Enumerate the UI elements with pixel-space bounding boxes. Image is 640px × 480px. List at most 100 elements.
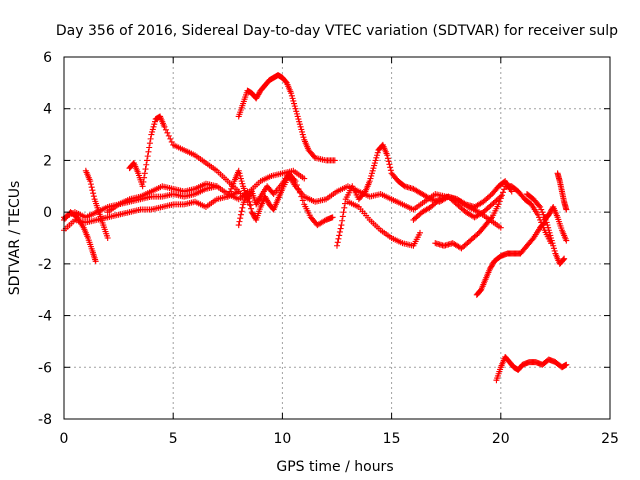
- data-point: [151, 121, 158, 128]
- x-tick-label: 25: [601, 431, 619, 447]
- data-point: [549, 240, 556, 247]
- data-point: [90, 193, 97, 200]
- data-point: [290, 97, 297, 104]
- data-point: [561, 255, 568, 262]
- data-point: [224, 193, 231, 200]
- data-point: [337, 225, 344, 232]
- x-axis-label: GPS time / hours: [276, 459, 393, 475]
- data-point: [225, 191, 232, 198]
- data-point: [501, 186, 508, 193]
- data-point: [301, 175, 308, 182]
- data-point: [226, 188, 233, 195]
- data-point: [548, 235, 555, 241]
- data-point: [228, 185, 235, 192]
- data-point: [291, 100, 298, 107]
- data-point: [536, 214, 543, 221]
- data-point: [87, 178, 94, 185]
- data-point: [104, 235, 111, 241]
- data-point: [246, 198, 253, 205]
- series-arc-14: [473, 219, 548, 298]
- data-point: [236, 218, 243, 225]
- data-point: [288, 92, 295, 99]
- data-point: [416, 229, 423, 236]
- data-point: [339, 217, 346, 224]
- data-point: [297, 123, 304, 130]
- data-point: [387, 164, 394, 171]
- data-point: [336, 232, 343, 239]
- data-point: [560, 256, 567, 263]
- data-point: [238, 208, 245, 215]
- series-arc-11: [344, 198, 423, 249]
- data-point: [296, 121, 303, 128]
- x-tick-label: 15: [383, 431, 401, 447]
- data-point: [340, 209, 347, 216]
- y-tick-label: 4: [43, 102, 52, 118]
- data-point: [545, 224, 552, 231]
- y-tick-label: -6: [38, 360, 52, 376]
- data-point: [338, 222, 345, 229]
- data-point: [335, 235, 342, 242]
- data-point: [551, 247, 558, 254]
- data-point: [544, 222, 551, 229]
- data-point: [546, 229, 553, 236]
- data-point: [152, 118, 158, 125]
- series-arc-18: [493, 353, 570, 384]
- data-point: [372, 157, 379, 164]
- data-point: [161, 123, 168, 130]
- data-point: [366, 178, 373, 185]
- data-point: [536, 202, 543, 209]
- data-point: [239, 204, 246, 211]
- data-point: [168, 138, 175, 145]
- data-point: [487, 215, 494, 222]
- chart-title: Day 356 of 2016, Sidereal Day-to-day VTE…: [56, 23, 618, 39]
- data-point: [164, 129, 171, 136]
- data-point: [329, 214, 336, 221]
- y-tick-label: 0: [43, 205, 52, 221]
- data-point: [237, 175, 244, 182]
- data-point: [386, 161, 393, 168]
- x-tick-label: 0: [60, 431, 69, 447]
- data-point: [146, 144, 153, 151]
- x-tick-label: 5: [169, 431, 178, 447]
- data-point: [334, 242, 340, 249]
- data-point: [245, 191, 252, 198]
- data-point: [563, 206, 570, 213]
- data-point: [146, 140, 153, 147]
- data-point: [371, 160, 378, 167]
- data-point: [538, 206, 545, 213]
- data-point: [288, 90, 295, 97]
- data-point: [140, 178, 147, 185]
- data-point: [298, 126, 305, 133]
- data-point: [550, 245, 557, 252]
- series-arc-15: [524, 191, 568, 267]
- plot-frame: [63, 56, 611, 420]
- data-point: [299, 131, 306, 138]
- data-point: [144, 153, 151, 160]
- data-point: [336, 228, 343, 235]
- data-point: [499, 189, 506, 196]
- axis-ticks: 0 5 10 15 20 25 -8 -6 -4 -2 0 2 4 6: [38, 50, 619, 447]
- data-point: [384, 152, 391, 159]
- series-arc-16: [554, 170, 570, 213]
- data-point: [361, 189, 368, 196]
- series-arc-10: [334, 141, 515, 249]
- series-arc-7: [235, 72, 338, 164]
- y-tick-label: -4: [38, 309, 52, 325]
- data-point: [563, 361, 570, 368]
- data-point: [539, 209, 546, 216]
- series-arc-17: [541, 203, 570, 244]
- data-point: [299, 197, 306, 204]
- data-point: [497, 224, 504, 231]
- y-tick-label: -8: [38, 412, 52, 428]
- data-point: [141, 170, 148, 177]
- data-point: [162, 126, 169, 133]
- data-point: [245, 195, 252, 202]
- data-point: [248, 205, 255, 212]
- x-tick-label: 20: [492, 431, 510, 447]
- data-point: [230, 180, 237, 187]
- data-point: [387, 167, 394, 174]
- data-point: [495, 201, 502, 208]
- data-point: [235, 167, 242, 174]
- data-point: [90, 190, 97, 197]
